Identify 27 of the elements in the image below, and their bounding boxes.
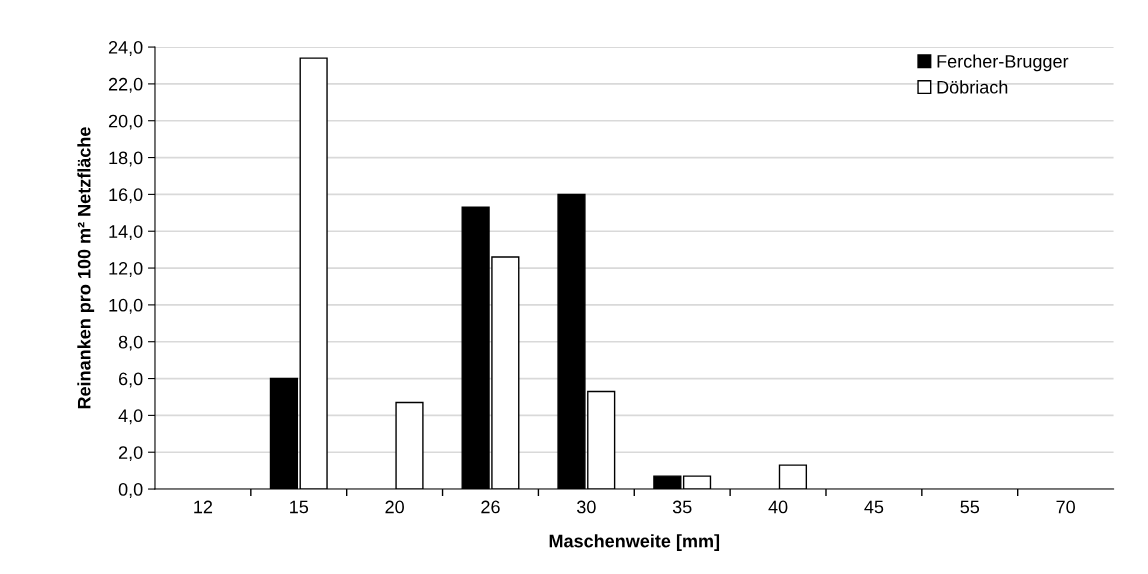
y-tick-label: 0,0 — [118, 482, 143, 498]
x-tick-label: 55 — [960, 500, 980, 514]
x-tick-label: 30 — [576, 500, 596, 514]
x-tick-label: 20 — [385, 500, 404, 514]
x-tick-label: 26 — [481, 500, 500, 514]
y-tick-label: 14,0 — [109, 225, 143, 241]
legend-label: Döbriach — [937, 80, 1008, 94]
legend-label: Fercher-Brugger — [937, 54, 1069, 72]
y-tick-label: 8,0 — [118, 335, 143, 351]
y-tick-label: 10,0 — [109, 298, 143, 314]
y-tick-label: 12,0 — [109, 261, 143, 277]
y-tick-label: 6,0 — [118, 372, 143, 388]
y-axis-title: Reinanken pro 100 m² Netzfläche — [77, 127, 95, 409]
y-tick-label: 4,0 — [118, 409, 143, 425]
x-tick-label: 15 — [290, 500, 309, 514]
y-tick-label: 20,0 — [108, 114, 143, 130]
x-tick-label: 35 — [672, 500, 692, 514]
y-tick-label: 24,0 — [108, 41, 143, 56]
x-tick-label: 45 — [864, 500, 884, 514]
x-tick-label: 40 — [768, 500, 788, 514]
y-tick-label: 16,0 — [109, 188, 143, 204]
y-tick-label: 18,0 — [109, 151, 143, 167]
y-tick-label: 2,0 — [118, 446, 143, 462]
y-tick-label: 22,0 — [108, 77, 143, 93]
x-tick-label: 70 — [1056, 500, 1075, 514]
x-axis-title: Maschenweite [mm] — [549, 534, 720, 552]
x-tick-label: 12 — [194, 500, 213, 514]
